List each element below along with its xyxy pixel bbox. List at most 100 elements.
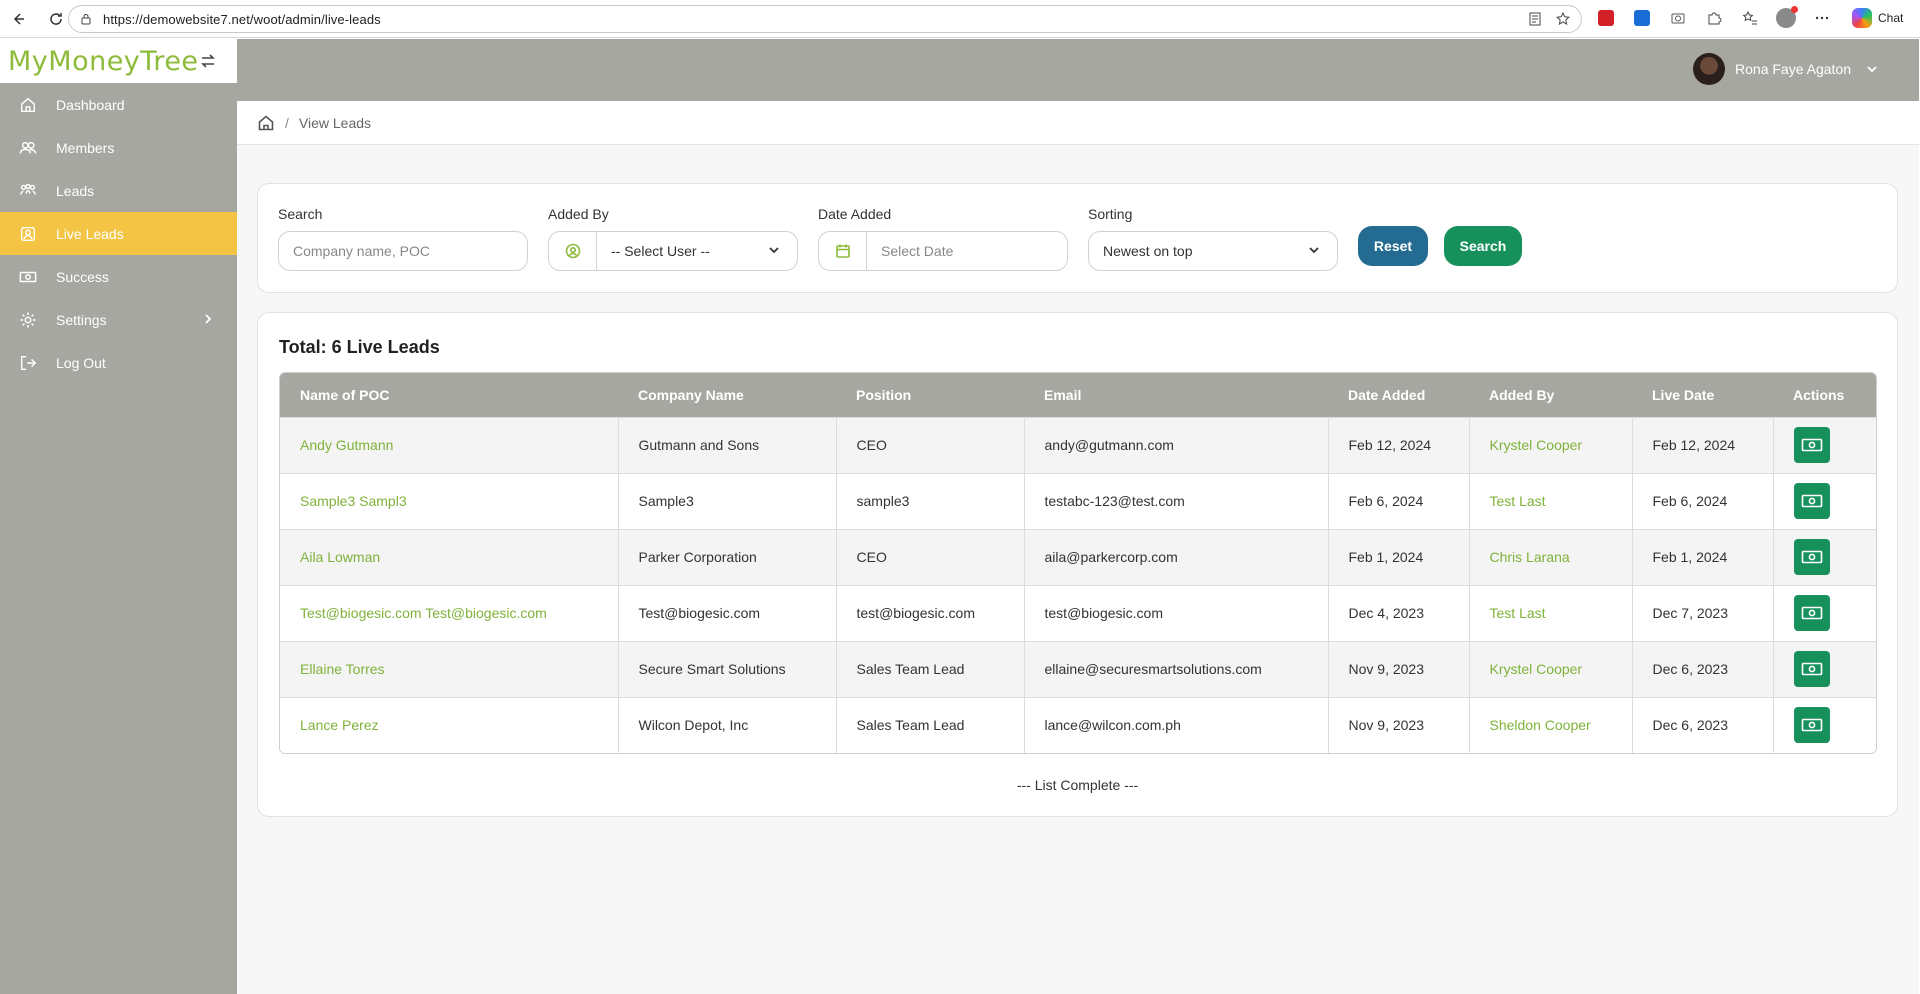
url-text: https://demowebsite7.net/woot/admin/live… xyxy=(103,11,381,27)
date-added-cell: Feb 1, 2024 xyxy=(1328,528,1470,585)
sidebar-item-members[interactable]: Members xyxy=(0,126,237,169)
added-by-select[interactable]: -- Select User -- xyxy=(548,231,798,271)
position-cell: CEO xyxy=(836,528,1025,585)
chevron-down-icon xyxy=(1865,62,1879,76)
position-cell: Sales Team Lead xyxy=(836,640,1025,697)
camera-icon[interactable] xyxy=(1668,8,1688,28)
back-icon[interactable] xyxy=(6,7,30,31)
added-by-link[interactable]: Krystel Cooper xyxy=(1489,661,1583,677)
sidebar-item-live-leads[interactable]: Live Leads xyxy=(0,212,237,255)
breadcrumb-current: View Leads xyxy=(298,114,372,131)
position-cell: sample3 xyxy=(836,472,1025,529)
sidebar-toggle-icon[interactable] xyxy=(198,51,218,71)
added-by-label: Added By xyxy=(548,206,609,222)
column-header: Name of POC xyxy=(280,373,618,417)
favorites-icon[interactable] xyxy=(1740,8,1760,28)
added-by-link[interactable]: Sheldon Cooper xyxy=(1489,717,1591,734)
search-input[interactable]: Company name, POC xyxy=(278,231,528,271)
email-cell: andy@gutmann.com xyxy=(1024,416,1329,473)
refresh-icon[interactable] xyxy=(44,7,68,31)
home-icon[interactable] xyxy=(257,114,275,132)
added-by-link[interactable]: Chris Larana xyxy=(1489,549,1570,565)
reader-mode-icon[interactable] xyxy=(1527,11,1543,27)
view-button[interactable] xyxy=(1793,539,1830,575)
live-date-cell: Dec 6, 2023 xyxy=(1632,696,1774,753)
added-by-link[interactable]: Test Last xyxy=(1489,605,1546,621)
reset-button[interactable]: Reset xyxy=(1358,226,1428,266)
search-label: Search xyxy=(278,206,323,222)
sidebar-item-label: Members xyxy=(56,139,115,156)
favorite-star-icon[interactable] xyxy=(1555,11,1571,27)
sidebar-item-dashboard[interactable]: Dashboard xyxy=(0,83,237,126)
user-circle-icon xyxy=(549,232,597,270)
column-header: Position xyxy=(836,373,1024,417)
date-added-cell: Feb 6, 2024 xyxy=(1328,472,1470,529)
brand-header: MyMoneyTree xyxy=(0,39,237,83)
sorting-select[interactable]: Newest on top xyxy=(1088,231,1338,271)
poc-link[interactable]: Test@biogesic.com Test@biogesic.com xyxy=(300,605,547,621)
live-date-cell: Feb 6, 2024 xyxy=(1632,472,1774,529)
view-button[interactable] xyxy=(1793,427,1830,463)
view-button[interactable] xyxy=(1793,707,1830,744)
sidebar-item-logout[interactable]: Log Out xyxy=(0,341,237,384)
sorting-group: Sorting Newest on top xyxy=(1088,206,1338,271)
sidebar-item-leads[interactable]: Leads xyxy=(0,169,237,212)
view-button[interactable] xyxy=(1793,651,1830,687)
chevron-right-icon xyxy=(201,312,215,326)
members-icon xyxy=(18,138,38,158)
extension-red-icon[interactable] xyxy=(1596,8,1616,28)
company-cell: Test@biogesic.com xyxy=(618,584,837,641)
column-header: Actions xyxy=(1773,373,1876,417)
address-bar[interactable]: https://demowebsite7.net/woot/admin/live… xyxy=(68,5,1582,33)
company-cell: Parker Corporation xyxy=(618,528,837,585)
sidebar-item-settings[interactable]: Settings xyxy=(0,298,237,341)
sidebar-nav: Dashboard Members Leads Live Leads Succe… xyxy=(0,83,237,384)
money-icon xyxy=(1801,606,1822,620)
view-button[interactable] xyxy=(1793,483,1830,519)
view-button[interactable] xyxy=(1793,595,1830,631)
live-date-cell: Feb 12, 2024 xyxy=(1632,416,1774,473)
money-icon xyxy=(1801,494,1822,508)
date-added-cell: Nov 9, 2023 xyxy=(1328,640,1470,697)
table-row: Andy Gutmann Gutmann and Sons CEO andy@g… xyxy=(280,416,1876,473)
live-date-cell: Feb 1, 2024 xyxy=(1632,528,1774,585)
sidebar: MyMoneyTree Dashboard Members Leads Live… xyxy=(0,39,237,994)
lock-icon xyxy=(81,14,91,25)
added-by-link[interactable]: Test Last xyxy=(1489,493,1546,509)
column-header: Added By xyxy=(1469,373,1632,417)
sidebar-item-success[interactable]: Success xyxy=(0,255,237,298)
poc-link[interactable]: Sample3 Sampl3 xyxy=(300,493,407,509)
added-by-link[interactable]: Krystel Cooper xyxy=(1489,437,1583,453)
company-cell: Secure Smart Solutions xyxy=(618,640,837,697)
user-name: Rona Faye Agaton xyxy=(1735,61,1851,77)
search-button[interactable]: Search xyxy=(1444,226,1522,266)
date-added-input[interactable]: Select Date xyxy=(818,231,1068,271)
brand-logo[interactable]: MyMoneyTree xyxy=(8,45,199,77)
leads-table: Name of POC Company Name Position Email … xyxy=(279,372,1877,754)
sidebar-item-label: Leads xyxy=(56,182,95,199)
user-menu[interactable]: Rona Faye Agaton xyxy=(1693,53,1879,85)
date-placeholder: Select Date xyxy=(881,243,954,259)
extension-blue-icon[interactable] xyxy=(1632,8,1652,28)
more-options-icon[interactable] xyxy=(1812,8,1832,28)
position-cell: CEO xyxy=(836,416,1025,473)
money-icon xyxy=(1801,662,1822,676)
poc-link[interactable]: Lance Perez xyxy=(300,717,379,734)
home-icon xyxy=(18,95,38,115)
table-row: Ellaine Torres Secure Smart Solutions Sa… xyxy=(280,640,1876,697)
calendar-icon xyxy=(819,232,867,270)
poc-link[interactable]: Ellaine Torres xyxy=(300,661,385,677)
poc-link[interactable]: Aila Lowman xyxy=(300,549,381,565)
date-added-cell: Feb 12, 2024 xyxy=(1328,416,1470,473)
logout-icon xyxy=(18,353,38,373)
company-cell: Gutmann and Sons xyxy=(618,416,837,473)
gear-icon xyxy=(18,310,38,330)
profile-avatar-icon[interactable] xyxy=(1776,6,1798,28)
email-cell: ellaine@securesmartsolutions.com xyxy=(1024,640,1329,697)
copilot-chat-button[interactable]: Chat xyxy=(1852,8,1903,28)
extensions-puzzle-icon[interactable] xyxy=(1704,8,1724,28)
sidebar-item-label: Success xyxy=(56,268,109,285)
poc-link[interactable]: Andy Gutmann xyxy=(300,437,394,453)
added-by-value: -- Select User -- xyxy=(611,243,710,259)
sorting-label: Sorting xyxy=(1088,206,1133,222)
